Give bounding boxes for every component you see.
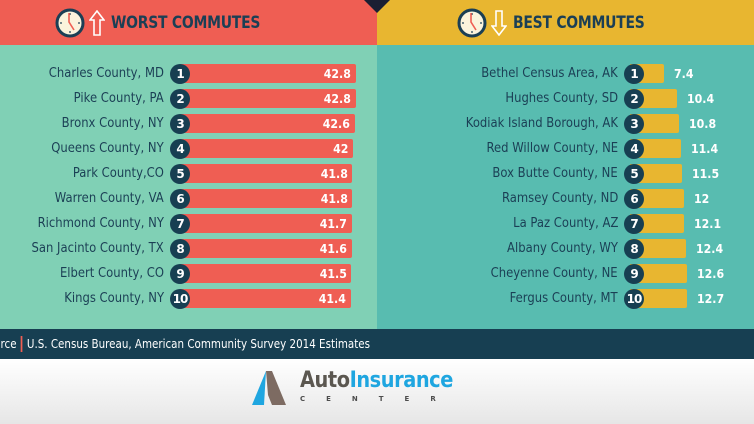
best-commutes-header: BEST COMMUTES <box>377 0 754 45</box>
rank-badge: 3 <box>170 113 190 134</box>
rank-badge: 5 <box>624 163 644 184</box>
commute-bar <box>180 164 353 183</box>
rank-badge: 4 <box>170 138 190 159</box>
commute-value: 7.4 <box>674 66 694 81</box>
commute-value: 12.7 <box>697 291 725 306</box>
rank-badge: 2 <box>170 88 190 109</box>
county-label: Red Willow County, NE <box>486 140 618 156</box>
source-separator <box>20 336 23 352</box>
commute-bar <box>180 239 352 258</box>
commute-bar <box>180 89 356 108</box>
rank-badge: 5 <box>170 163 190 184</box>
rank-badge: 10 <box>624 288 644 309</box>
commute-value: 41.4 <box>318 291 346 306</box>
logo-subtitle: CENTER <box>300 395 457 403</box>
rank-badge: 1 <box>624 63 644 84</box>
commute-bar <box>180 64 356 83</box>
county-label: Hughes County, SD <box>505 90 618 106</box>
commute-value: 10.8 <box>688 116 716 131</box>
logo-name-auto: Auto <box>300 368 350 393</box>
commute-value: 12.6 <box>696 266 724 281</box>
rank-badge: 8 <box>624 238 644 259</box>
county-label: Bethel Census Area, AK <box>481 65 618 81</box>
commute-value: 41.8 <box>320 191 348 206</box>
commute-bar <box>180 139 354 158</box>
header-notch <box>364 0 390 13</box>
county-label: Fergus County, MT <box>509 290 618 306</box>
rank-badge: 6 <box>624 188 644 209</box>
commute-value: 11.5 <box>691 166 719 181</box>
commute-bar <box>180 214 353 233</box>
commute-value: 12.1 <box>694 216 722 231</box>
commute-value: 41.7 <box>319 216 348 231</box>
mountain-logo-icon <box>252 371 286 405</box>
county-label: San Jacinto County, TX <box>31 240 164 256</box>
rank-badge: 7 <box>170 213 190 234</box>
arrow-up-icon <box>88 9 105 36</box>
commute-bar <box>180 264 352 283</box>
commute-bar <box>630 264 687 283</box>
county-label: Richmond County, NY <box>37 215 164 231</box>
county-label: Cheyenne County, NE <box>491 265 618 281</box>
commute-bar <box>630 214 685 233</box>
arrow-down-icon <box>491 9 508 36</box>
county-label: La Paz County, AZ <box>512 215 618 231</box>
clock-icon <box>457 8 487 37</box>
best-commutes-chart: Bethel Census Area, AK 1 7.4 Hughes County,… <box>377 45 754 329</box>
rank-badge: 3 <box>624 113 644 134</box>
commute-value: 41.5 <box>319 266 347 281</box>
commute-value: 12 <box>693 191 710 206</box>
rank-badge: 6 <box>170 188 190 209</box>
logo-name-insurance: Insurance <box>349 368 454 393</box>
rank-badge: 7 <box>624 213 644 234</box>
commute-value: 42.8 <box>323 91 351 106</box>
commute-bar <box>630 189 684 208</box>
county-label: Kodiak Island Borough, AK <box>465 115 618 131</box>
county-label: Kings County, NY <box>64 290 164 306</box>
county-label: Albany County, WY <box>507 240 618 256</box>
commute-bar <box>180 114 356 133</box>
worst-commutes-title: WORST COMMUTES <box>110 12 260 33</box>
county-label: Queens County, NY <box>51 140 164 156</box>
worst-commutes-header: WORST COMMUTES <box>0 0 377 45</box>
county-label: Pike County, PA <box>73 90 164 106</box>
commute-value: 41.6 <box>319 241 347 256</box>
source-text: U.S. Census Bureau, American Community S… <box>26 337 371 351</box>
county-label: Box Butte County, NE <box>492 165 618 181</box>
rank-badge: 1 <box>170 63 190 84</box>
auto-insurance-center-logo[interactable]: AutoInsurance CENTER <box>250 369 474 407</box>
county-label: Bronx County, NY <box>61 115 164 131</box>
commute-value: 12.4 <box>695 241 723 256</box>
commute-bar <box>630 289 687 308</box>
commute-value: 11.4 <box>691 141 719 156</box>
commute-bar <box>180 289 351 308</box>
commute-value: 42 <box>332 141 349 156</box>
best-commutes-title: BEST COMMUTES <box>513 12 645 33</box>
source-bar: urce U.S. Census Bureau, American Commun… <box>0 329 754 359</box>
footer: AutoInsurance CENTER <box>0 359 754 424</box>
rank-badge: 10 <box>170 288 190 309</box>
commute-value: 42.8 <box>323 66 351 81</box>
commute-bar <box>630 239 686 258</box>
county-label: Warren County, VA <box>54 190 164 206</box>
county-label: Elbert County, CO <box>59 265 164 281</box>
commute-value: 42.6 <box>323 116 351 131</box>
rank-badge: 2 <box>624 88 644 109</box>
rank-badge: 4 <box>624 138 644 159</box>
commute-bar <box>180 189 353 208</box>
rank-badge: 9 <box>624 263 644 284</box>
worst-commutes-chart: Charles County, MD 1 42.8 Pike County, PA 2 4… <box>0 45 377 329</box>
source-label: urce <box>0 337 17 351</box>
county-label: Ramsey County, ND <box>501 190 618 206</box>
rank-badge: 9 <box>170 263 190 284</box>
county-label: Charles County, MD <box>48 65 164 81</box>
rank-badge: 8 <box>170 238 190 259</box>
commute-value: 10.4 <box>687 91 715 106</box>
county-label: Park County,CO <box>72 165 164 181</box>
commute-value: 41.8 <box>320 166 348 181</box>
clock-icon <box>55 8 85 37</box>
